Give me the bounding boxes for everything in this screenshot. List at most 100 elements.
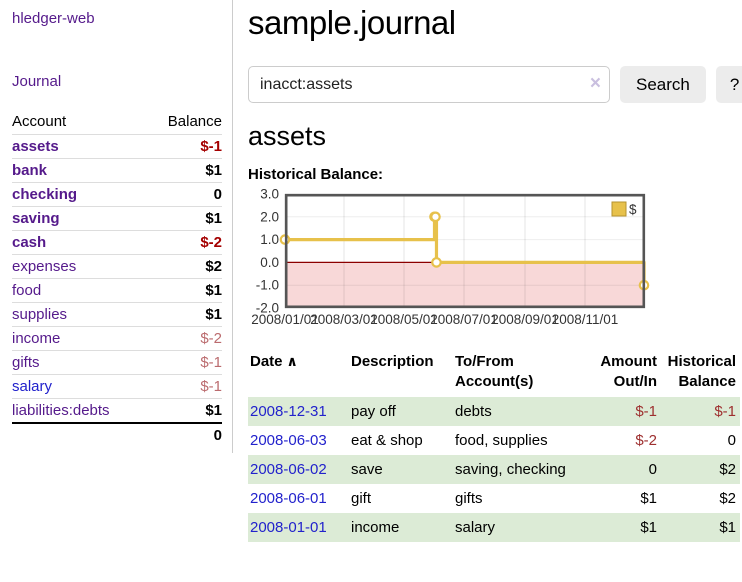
transaction-date-link[interactable]: 2008-12-31	[250, 402, 327, 420]
search-button[interactable]: Search	[620, 66, 706, 103]
sidebar-item-journal[interactable]: Journal	[12, 73, 62, 90]
chart-svg: 3.0 2.0 1.0 0.0 -1.0 -2.02008/01/012008/03/01…	[251, 187, 650, 327]
transaction-amount: $-1	[635, 402, 657, 420]
transaction-accounts: salary	[455, 518, 496, 536]
brand-link[interactable]: hledger-web	[12, 10, 95, 27]
svg-text:1.0: 1.0	[260, 232, 279, 247]
sort-asc-icon: ∧	[286, 353, 298, 369]
transaction-historical-balance: 0	[727, 431, 736, 449]
clear-search-icon[interactable]: ×	[589, 73, 601, 94]
account-row: bank $1	[12, 158, 222, 183]
accounts-table: Account Balance assets $-1 bank $1 checkin…	[12, 110, 222, 447]
account-row: saving $1	[12, 206, 222, 231]
register-header-description: Description	[351, 353, 434, 370]
account-balance: $-1	[146, 350, 222, 375]
transaction-date-link[interactable]: 2008-06-01	[250, 489, 327, 507]
account-balance: $-2	[146, 326, 222, 351]
register-row: 2008-01-01 income salary $1 $1	[248, 512, 740, 542]
accounts-header-balance: Balance	[167, 113, 222, 130]
transaction-amount: 0	[648, 460, 657, 478]
transaction-accounts: debts	[455, 402, 492, 420]
account-link-supplies[interactable]: supplies	[12, 306, 68, 323]
help-button[interactable]: ?	[715, 66, 742, 103]
sidebar: hledger-web Journal Account Balance asse…	[0, 0, 233, 453]
svg-text:-1.0: -1.0	[256, 278, 279, 293]
transaction-accounts: saving, checking	[455, 460, 566, 478]
account-balance: 0	[146, 182, 222, 207]
transaction-date-link[interactable]: 2008-06-03	[250, 431, 327, 449]
transaction-description: eat & shop	[351, 431, 423, 449]
app-window: hledger-web Journal Account Balance asse…	[0, 0, 742, 542]
svg-text:2008/05/01: 2008/05/01	[370, 312, 438, 327]
account-balance: $-2	[146, 230, 222, 255]
transaction-amount: $1	[640, 518, 657, 536]
account-link-bank[interactable]: bank	[12, 162, 48, 179]
transaction-description: income	[351, 518, 400, 536]
register-header-amount: Amount Out/In	[600, 353, 657, 391]
historical-balance-chart[interactable]: 3.0 2.0 1.0 0.0 -1.0 -2.0 2008/01/01 2008/03/01…	[248, 187, 742, 334]
account-link-gifts[interactable]: gifts	[12, 354, 40, 371]
svg-text:2.0: 2.0	[260, 209, 279, 224]
register-row: 2008-06-03 eat & shop food, supplies $-2…	[248, 426, 740, 455]
account-link-food[interactable]: food	[12, 282, 42, 299]
account-row: supplies $1	[12, 302, 222, 327]
account-heading: assets	[248, 121, 327, 151]
svg-text:2008/07/01: 2008/07/01	[430, 312, 498, 327]
page-title: sample.journal	[248, 4, 456, 41]
account-balance: $1	[146, 302, 222, 327]
register-row: 2008-06-02 save saving, checking 0 $2	[248, 454, 740, 484]
chart-legend: $	[611, 201, 637, 217]
transaction-description: gift	[351, 489, 372, 507]
register-row: 2008-12-31 pay off debts $-1 $-1	[248, 396, 740, 426]
accounts-total-value: 0	[146, 422, 222, 447]
transaction-description: pay off	[351, 402, 396, 420]
transaction-historical-balance: $2	[719, 460, 736, 478]
transaction-accounts: food, supplies	[455, 431, 548, 449]
account-balance: $1	[146, 206, 222, 231]
register-header-date[interactable]: Date ∧	[250, 353, 298, 370]
account-row: income $-2	[12, 326, 222, 351]
account-link-expenses[interactable]: expenses	[12, 258, 77, 275]
account-row: salary $-1	[12, 374, 222, 399]
register-header-historical: Historical Balance	[667, 353, 736, 391]
account-balance: $1	[146, 398, 222, 423]
account-balance: $1	[146, 278, 222, 303]
account-row: cash $-2	[12, 230, 222, 255]
account-row: expenses $2	[12, 254, 222, 279]
account-balance: $1	[146, 158, 222, 183]
account-balance: $-1	[146, 134, 222, 159]
transaction-amount: $-2	[635, 431, 657, 449]
chart-label: Historical Balance:	[248, 166, 384, 183]
account-balance: $-1	[146, 374, 222, 399]
accounts-total-row: 0	[12, 422, 222, 447]
svg-text:$: $	[629, 202, 637, 217]
transaction-date-link[interactable]: 2008-01-01	[250, 518, 327, 536]
account-link-assets[interactable]: assets	[12, 138, 59, 155]
register-row: 2008-06-01 gift gifts $1 $2	[248, 484, 740, 513]
account-link-salary[interactable]: salary	[12, 378, 53, 395]
register-header-row: Date ∧ Description To/From Account(s) Amo…	[248, 350, 740, 397]
transaction-date-link[interactable]: 2008-06-02	[250, 460, 327, 478]
account-link-liabilities-debts[interactable]: liabilities:debts	[12, 402, 110, 419]
account-row: gifts $-1	[12, 350, 222, 375]
account-row: assets $-1	[12, 134, 222, 159]
account-link-income[interactable]: income	[12, 330, 61, 347]
svg-text:2008/03/01: 2008/03/01	[310, 312, 378, 327]
svg-text:2008/09/01: 2008/09/01	[491, 312, 559, 327]
transaction-historical-balance: $1	[719, 518, 736, 536]
account-link-saving[interactable]: saving	[12, 210, 60, 227]
svg-text:3.0: 3.0	[260, 187, 279, 202]
account-row: liabilities:debts $1	[12, 398, 222, 423]
account-link-checking[interactable]: checking	[12, 186, 78, 203]
svg-text:2008/01/01: 2008/01/01	[251, 312, 319, 327]
svg-text:0.0: 0.0	[260, 255, 279, 270]
register-table: Date ∧ Description To/From Account(s) Amo…	[248, 350, 740, 542]
transaction-amount: $1	[640, 489, 657, 507]
transaction-description: save	[351, 460, 383, 478]
transaction-accounts: gifts	[455, 489, 483, 507]
account-link-cash[interactable]: cash	[12, 234, 47, 251]
transaction-historical-balance: $-1	[714, 402, 736, 420]
account-balance: $2	[146, 254, 222, 279]
accounts-header-account: Account	[12, 113, 67, 130]
search-input[interactable]	[248, 66, 610, 103]
